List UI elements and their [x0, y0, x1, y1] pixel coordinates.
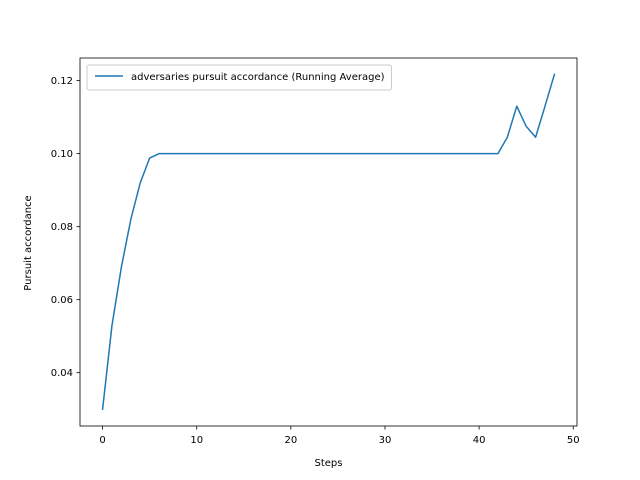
y-tick-label: 0.12 [51, 76, 73, 87]
legend-series-label: adversaries pursuit accordance (Running … [131, 72, 385, 83]
x-tick-label: 50 [567, 435, 580, 446]
y-tick-label: 0.04 [51, 368, 73, 379]
x-tick-label: 30 [379, 435, 392, 446]
legend: adversaries pursuit accordance (Running … [86, 64, 392, 91]
y-axis-label: Pursuit accordance [23, 195, 34, 290]
series-line-0 [101, 73, 556, 411]
axes-frame [79, 57, 578, 427]
x-tick-label: 10 [190, 435, 203, 446]
x-tick-label: 0 [99, 435, 105, 446]
x-tick-label: 20 [284, 435, 297, 446]
y-tick-label: 0.06 [51, 295, 73, 306]
x-axis-label: Steps [315, 458, 343, 469]
legend-frame [86, 64, 392, 91]
y-tick-label: 0.10 [51, 149, 73, 160]
y-tick-label: 0.08 [51, 222, 73, 233]
x-tick-label: 40 [473, 435, 486, 446]
plot-area [101, 73, 556, 411]
axes: 0 10 20 30 40 50 0.04 0.06 0.08 0.10 0.12 [51, 57, 580, 446]
